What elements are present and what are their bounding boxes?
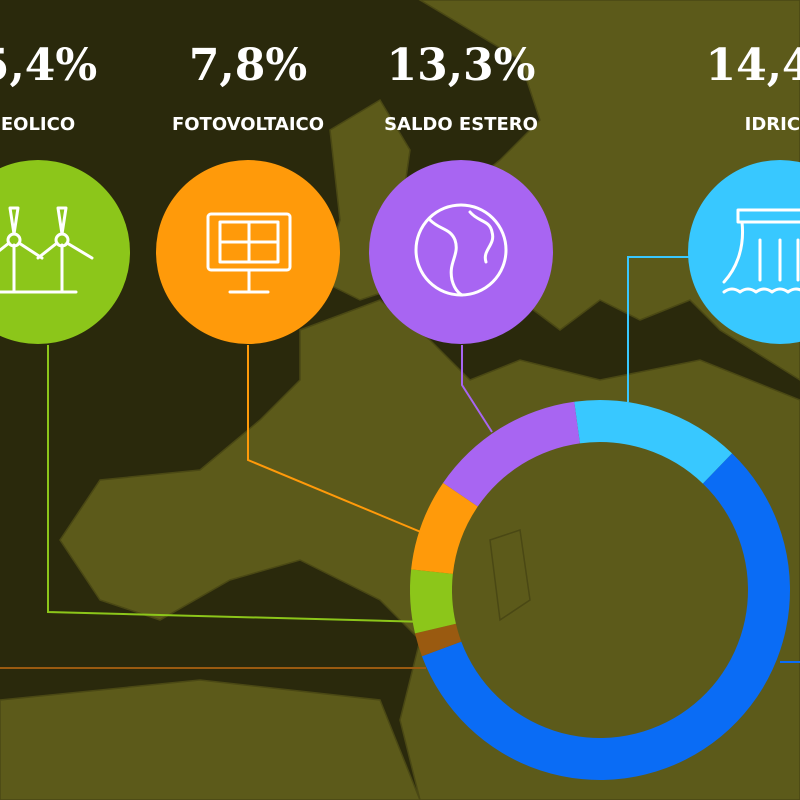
headers: 5,4% EOLICO 7,8% FOTOVOLTAICO 13,3% SALDO EST… <box>0 40 800 344</box>
value-label: 14,4% <box>706 40 800 91</box>
donut-segment <box>411 482 478 574</box>
hydro-icon <box>722 208 800 294</box>
donut <box>410 400 790 780</box>
source-circle <box>688 160 800 344</box>
source-circle <box>0 160 130 344</box>
solar-icon <box>206 212 292 294</box>
connector <box>247 345 429 536</box>
category-label: IDRICO <box>745 114 800 135</box>
category-label: FOTOVOLTAICO <box>172 114 324 135</box>
value-label: 5,4% <box>0 40 97 91</box>
wind-icon <box>0 206 94 294</box>
connector <box>461 345 493 433</box>
source-circle <box>369 160 553 344</box>
globe-icon <box>414 203 508 297</box>
donut-segment <box>574 400 733 484</box>
category-label: EOLICO <box>1 114 75 135</box>
icons <box>0 203 800 297</box>
value-label: 13,3% <box>387 40 536 91</box>
donut-segment <box>443 401 580 507</box>
donut-segment <box>410 569 456 634</box>
donut-segment <box>421 453 790 780</box>
category-label: SALDO ESTERO <box>384 114 538 135</box>
connectors <box>0 256 800 669</box>
value-label: 7,8% <box>189 40 307 91</box>
connector <box>47 345 429 623</box>
connector <box>627 256 690 402</box>
donut-segment <box>415 623 462 657</box>
